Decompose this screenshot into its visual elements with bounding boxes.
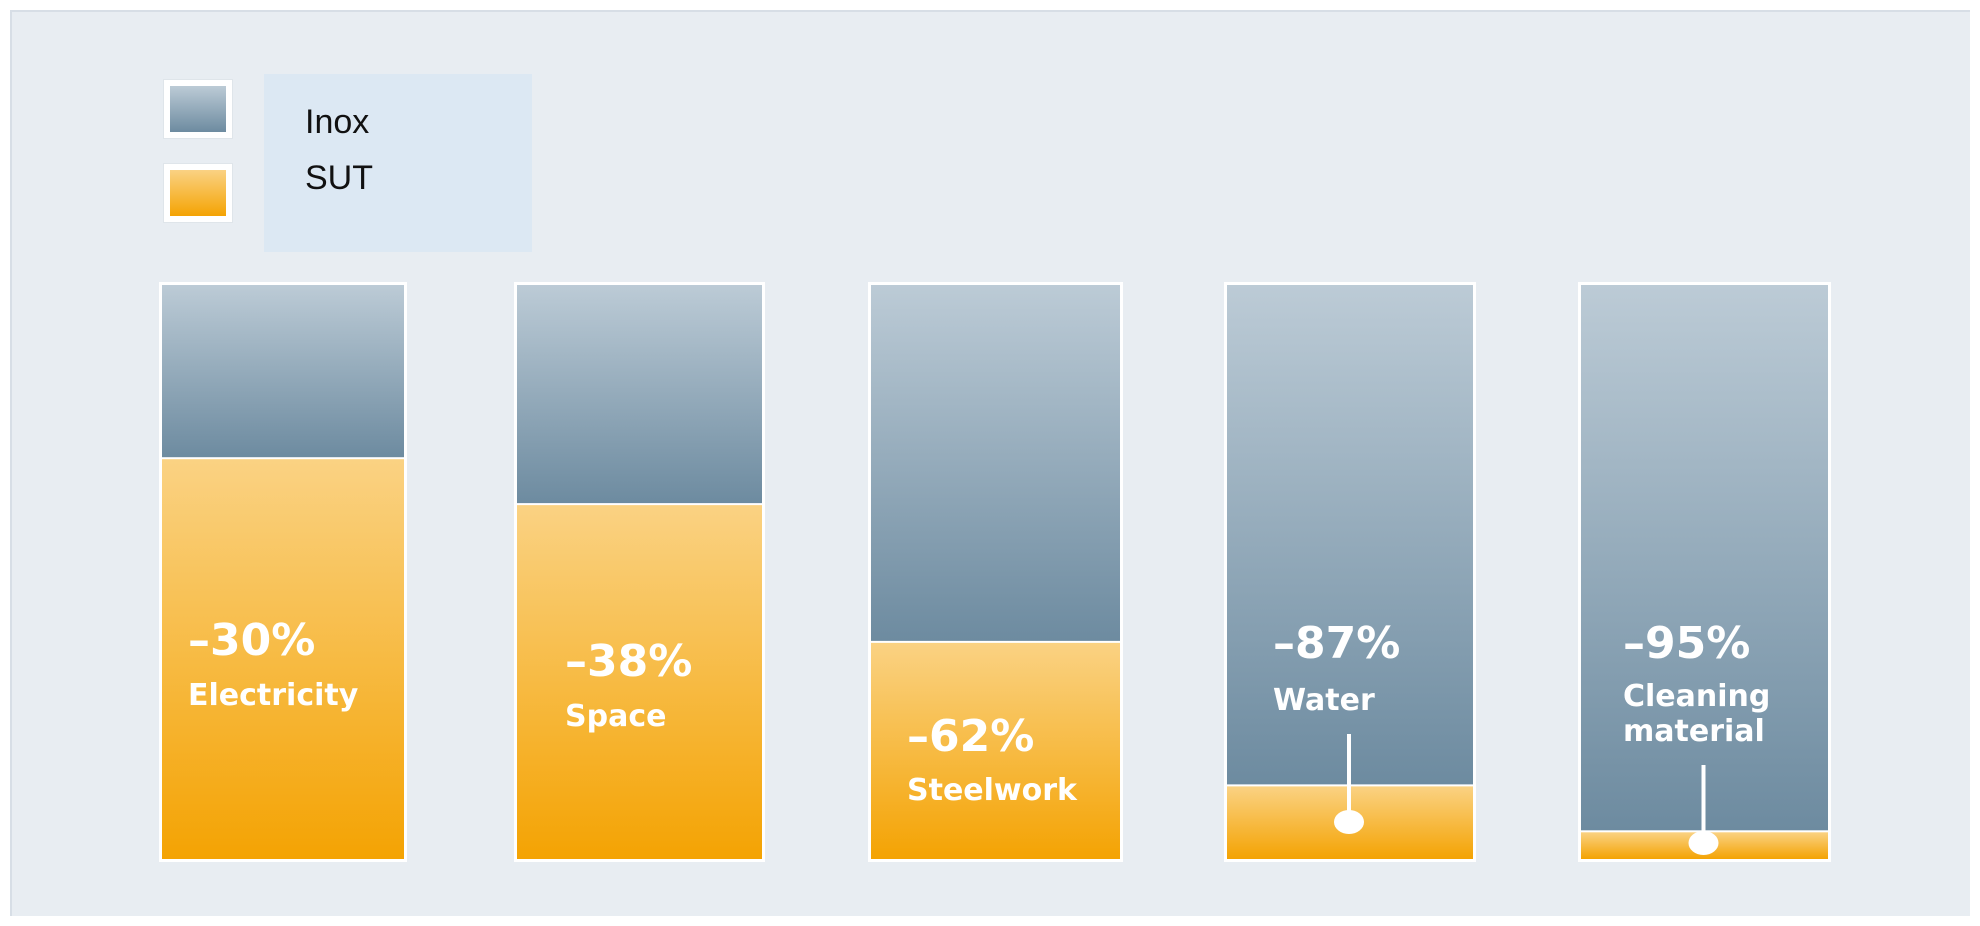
category-label-cleaning-material-2: material xyxy=(1623,714,1765,749)
bar-inox-steelwork xyxy=(871,285,1120,641)
category-label-cleaning-material-1: Cleaning xyxy=(1623,679,1770,714)
pointer-dot-water xyxy=(1334,810,1364,834)
data-label-cleaning-material: –95% xyxy=(1623,618,1750,669)
legend-label-inox: Inox xyxy=(305,103,370,141)
bar-sut-steelwork xyxy=(871,642,1120,859)
data-label-space: –38% xyxy=(565,636,692,687)
bar-sut-electricity xyxy=(162,459,404,859)
category-label-water: Water xyxy=(1273,683,1375,718)
legend-swatch-inox xyxy=(164,80,232,138)
bar-inox-space xyxy=(517,285,762,504)
category-label-electricity: Electricity xyxy=(188,678,359,713)
legend-swatch-sut xyxy=(164,164,232,222)
bar-inox-cleaning-material xyxy=(1581,285,1828,831)
legend-label-sut: SUT xyxy=(305,159,373,197)
legend-box xyxy=(264,74,532,252)
pointer-dot-cleaning-material xyxy=(1688,831,1719,855)
bar-inox-water xyxy=(1227,285,1473,785)
category-label-space: Space xyxy=(565,699,666,734)
bar-sut-space xyxy=(517,505,762,859)
bar-inox-electricity xyxy=(162,285,404,458)
category-label-steelwork: Steelwork xyxy=(907,773,1078,808)
data-label-steelwork: –62% xyxy=(907,711,1034,762)
data-label-electricity: –30% xyxy=(188,615,315,666)
data-label-water: –87% xyxy=(1273,618,1400,669)
